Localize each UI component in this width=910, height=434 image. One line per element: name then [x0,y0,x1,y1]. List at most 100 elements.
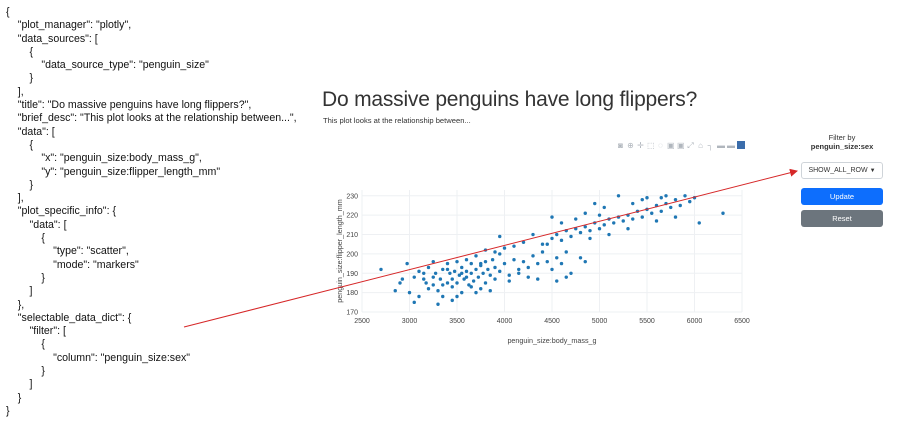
code-line: "filter": [ [6,325,66,338]
x-tick-label: 4000 [497,318,513,325]
data-point [474,254,478,258]
data-point [512,244,516,248]
data-point [464,269,469,274]
zoom-out-icon[interactable]: ▣ [677,140,685,150]
camera-icon[interactable]: ◙ [618,140,623,150]
reset-axes-icon[interactable]: ⌂ [698,140,703,150]
data-point [469,261,473,266]
data-point [593,221,597,225]
data-point [481,271,485,275]
data-point [564,275,568,279]
zoom-icon[interactable]: ⊕ [627,140,634,150]
data-point [438,277,443,281]
data-point [559,238,564,243]
data-point [498,252,502,256]
y-tick-label: 200 [346,251,358,258]
data-point [526,275,530,279]
data-point [483,248,488,252]
y-tick-label: 210 [346,232,358,239]
data-point [602,223,606,227]
data-point [640,197,644,202]
data-point [550,267,554,272]
data-point [502,246,507,250]
pan-icon[interactable]: ✛ [637,140,644,150]
zoom-in-icon[interactable]: ▣ [667,140,675,150]
scatter-chart: 170 180 190 200 210 220 230 2500 3000 3500 4000 450… [335,190,750,345]
data-point [398,281,402,285]
y-axis-label: penguin_size:flipper_length_mm [335,199,344,303]
data-point [450,298,454,303]
data-point [517,267,521,272]
code-line: "data": [ [6,218,67,231]
json-config-code: { "plot_manager": "plotly", "data_source… [6,6,297,418]
data-point [422,277,426,281]
data-point [545,242,549,246]
data-point [400,277,405,281]
filter-select[interactable]: SHOW_ALL_ROW ▼ [801,162,883,179]
data-point [498,269,502,274]
data-point [448,271,452,275]
code-line: { [6,6,10,18]
hover-closest-icon[interactable]: ▬ [717,140,725,150]
data-point [574,217,578,221]
data-point [493,277,497,281]
update-button[interactable]: Update [801,188,883,205]
data-point [635,209,640,214]
hover-compare-icon[interactable]: ▬ [727,140,735,150]
reset-button[interactable]: Reset [801,210,883,227]
data-point [721,211,725,215]
box-select-icon[interactable]: ⬚ [647,140,655,150]
autoscale-icon[interactable]: ⤢ [687,140,694,150]
data-point [426,287,431,291]
page-description: This plot looks at the relationship betw… [323,116,471,125]
spike-icon[interactable]: ┐ [707,140,714,150]
data-point [602,205,606,210]
data-point [616,194,621,198]
x-axis-label: penguin_size:body_mass_g [507,336,596,345]
code-line: "selectable_data_dict": { [6,311,132,324]
code-line: { [6,138,34,151]
data-point [479,287,483,291]
data-point [583,259,587,264]
code-line: ], [6,85,24,98]
data-point [559,261,564,266]
data-point [536,261,540,266]
data-point [474,267,478,272]
data-point [507,273,511,277]
data-point [654,219,659,223]
data-point [531,232,535,237]
data-point [464,275,469,279]
code-line: ] [6,378,33,391]
data-point [683,194,687,198]
y-tick-label: 170 [346,310,358,317]
data-point [545,259,549,264]
lasso-icon[interactable]: ◌ [658,140,663,150]
data-point [631,201,635,206]
data-point [441,267,445,272]
code-line: } [6,404,10,417]
data-point [550,215,554,219]
data-point [445,267,450,272]
data-point [616,215,621,219]
data-point [583,211,587,215]
data-point [450,277,454,281]
data-point [540,242,545,246]
data-point [476,275,481,279]
data-point [460,265,464,270]
data-point [460,271,464,275]
code-line: "plot_specific_info": { [6,205,116,218]
data-point [502,261,507,266]
data-point [654,203,659,208]
code-line: "mode": "markers" [6,258,139,271]
data-point [688,199,692,204]
chevron-down-icon: ▼ [869,167,876,174]
data-point [607,232,611,237]
data-point [417,294,421,299]
data-point [526,265,530,270]
data-point [564,228,568,233]
plotly-logo-icon[interactable] [737,141,745,149]
x-tick-label: 2500 [354,318,370,325]
data-point [493,250,497,254]
data-point [405,261,409,266]
code-line: { [6,45,34,58]
